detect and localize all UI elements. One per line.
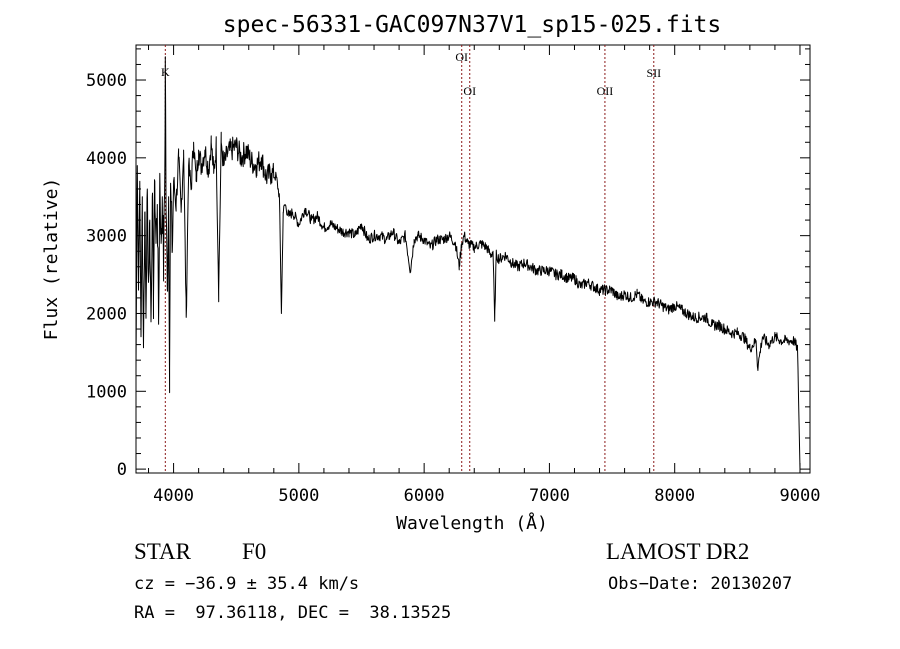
x-tick-label: 7000 <box>529 486 570 506</box>
y-tick-label: 1000 <box>86 382 127 402</box>
plot-frame <box>135 44 811 474</box>
spectral-line-label: SII <box>646 66 661 80</box>
y-axis-label: Flux (relative) <box>41 178 62 341</box>
spectral-line-label: OII <box>597 84 614 98</box>
spectrum-line <box>135 56 801 470</box>
object-subclass: F0 <box>242 539 267 564</box>
x-tick-label: 9000 <box>780 486 821 506</box>
y-tick-label: 5000 <box>86 71 127 91</box>
y-tick-label: 2000 <box>86 304 127 324</box>
chart-title: spec-56331-GAC097N37V1_sp15-025.fits <box>223 12 722 38</box>
redshift-readout: cz = −36.9 ± 35.4 km/s <box>134 574 360 594</box>
x-tick-label: 8000 <box>654 486 695 506</box>
y-tick-label: 4000 <box>86 149 127 169</box>
spectral-line-label: OI <box>455 50 468 64</box>
y-tick-label: 3000 <box>86 227 127 247</box>
x-tick-label: 5000 <box>278 486 319 506</box>
axis-ticks: 4000 5000 6000 7000 8000 9000 0 1000 2000 3000 400… <box>86 45 820 506</box>
object-type: STAR <box>134 539 191 564</box>
observation-date: Obs−Date: 20130207 <box>608 574 793 594</box>
y-tick-label: 0 <box>117 460 127 480</box>
x-tick-label: 4000 <box>153 486 194 506</box>
x-axis-label: Wavelength (Å) <box>396 512 548 534</box>
spectral-line-label: OI <box>463 84 476 98</box>
x-tick-label: 6000 <box>404 486 445 506</box>
survey-name: LAMOST DR2 <box>606 539 750 564</box>
coordinates-readout: RA = 97.36118, DEC = 38.13525 <box>134 603 452 623</box>
